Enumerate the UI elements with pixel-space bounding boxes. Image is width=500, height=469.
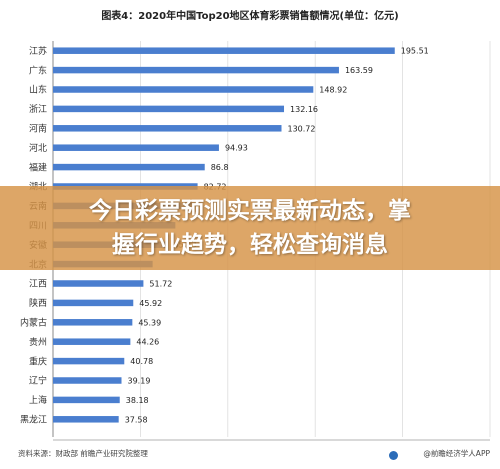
category-label: 黑龙江 [20, 414, 47, 426]
bar [53, 163, 205, 171]
headline-line-1: 今日彩票预测实票最新动态，掌 [89, 198, 411, 224]
category-label: 陕西 [29, 297, 47, 309]
value-label: 38.18 [126, 396, 149, 405]
bar [53, 86, 314, 93]
brand-label: @前瞻经济学人APP [423, 448, 490, 458]
brand-logo-icon [389, 451, 398, 460]
value-label: 130.72 [287, 124, 315, 133]
value-label: 163.59 [345, 66, 373, 75]
category-label: 广东 [29, 64, 47, 76]
value-label: 37.58 [125, 415, 148, 424]
value-label: 132.16 [290, 105, 318, 114]
bar [53, 299, 134, 307]
bar [53, 396, 120, 404]
bar [53, 66, 339, 74]
headline-line-2: 握行业趋势，轻松查询消息 [112, 232, 388, 258]
category-label: 江西 [29, 279, 47, 290]
bar [53, 280, 144, 287]
value-label: 195.51 [401, 47, 429, 56]
bar [53, 47, 395, 54]
value-label: 40.78 [130, 357, 153, 366]
category-label: 江苏 [29, 45, 47, 57]
category-label: 河北 [29, 142, 47, 154]
bar [53, 357, 125, 365]
category-label: 福建 [29, 161, 47, 173]
value-label: 45.92 [139, 299, 162, 308]
bar [53, 338, 131, 345]
value-label: 39.19 [128, 377, 151, 386]
category-label: 重庆 [29, 355, 47, 367]
bar [53, 416, 119, 423]
category-label: 山东 [29, 84, 47, 96]
category-label: 浙江 [29, 103, 47, 115]
category-label: 内蒙古 [20, 317, 47, 329]
source-note: 资料来源：财政部 前瞻产业研究院整理 [18, 448, 148, 458]
bar [53, 125, 282, 132]
category-label: 辽宁 [29, 375, 47, 387]
headline-banner: 今日彩票预测实票最新动态，掌 握行业趋势，轻松查询消息 [0, 186, 500, 270]
bar [53, 377, 122, 384]
bar [53, 144, 219, 151]
bar [53, 319, 133, 326]
value-label: 45.39 [138, 318, 161, 327]
value-label: 148.92 [319, 86, 347, 95]
chart-title: 图表4：2020年中国Top20地区体育彩票销售额情况(单位：亿元) [101, 9, 398, 22]
bar [53, 105, 285, 113]
value-label: 51.72 [149, 280, 172, 289]
category-label: 贵州 [29, 336, 47, 348]
category-label: 河南 [29, 123, 47, 135]
category-label: 上海 [29, 394, 47, 406]
value-label: 94.93 [225, 144, 248, 153]
value-label: 86.8 [211, 163, 229, 172]
value-label: 44.26 [136, 338, 159, 347]
